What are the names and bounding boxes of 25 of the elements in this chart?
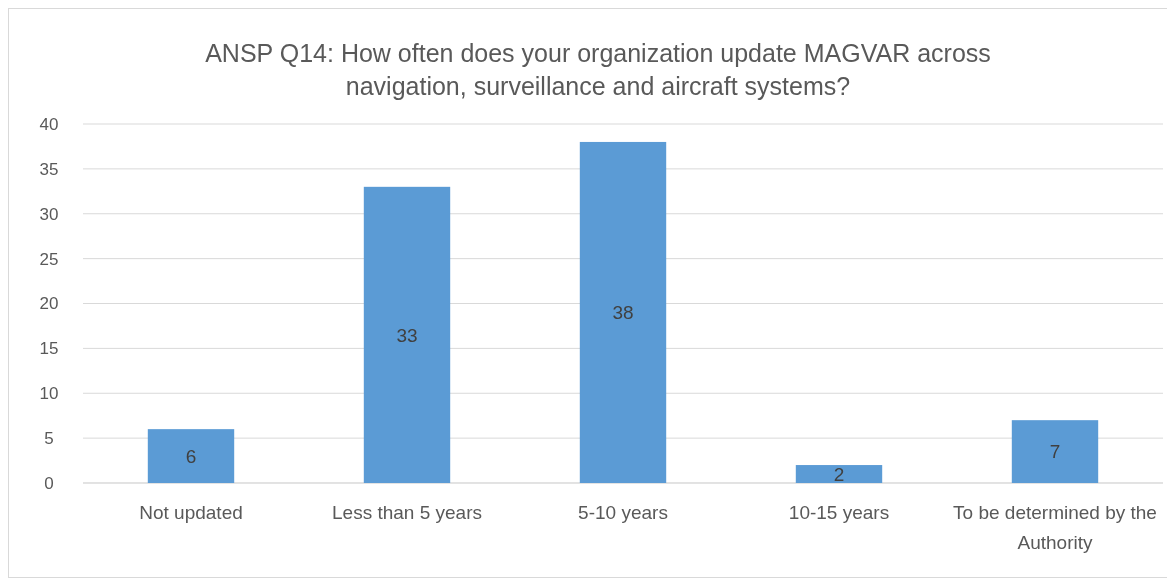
- bar: [795, 465, 883, 483]
- data-label: 2: [833, 463, 845, 485]
- data-label: 38: [612, 302, 634, 324]
- y-tick-label: 25: [39, 249, 59, 269]
- bar: [1011, 420, 1099, 483]
- y-tick-label: 35: [39, 159, 59, 179]
- x-tick-label: Not updated: [139, 502, 243, 523]
- bar: [579, 141, 667, 483]
- y-tick-label: 40: [39, 114, 59, 134]
- data-label: 7: [1049, 441, 1061, 463]
- x-tick-label: Less than 5 years: [332, 502, 482, 523]
- y-tick-label: 10: [39, 384, 59, 404]
- y-tick-label: 0: [44, 473, 54, 493]
- bar: [147, 429, 235, 483]
- x-tick-label: To be determined by the Authority: [953, 502, 1157, 553]
- y-tick-label: 5: [44, 429, 54, 449]
- y-tick-label: 15: [39, 339, 59, 359]
- data-label: 6: [185, 445, 197, 467]
- y-tick-label: 30: [39, 204, 59, 224]
- bar: [363, 186, 451, 483]
- y-tick-label: 20: [39, 294, 59, 314]
- data-label: 33: [396, 324, 418, 346]
- x-tick-label: 10-15 years: [788, 502, 890, 523]
- chart-title: ANSP Q14: How often does your organization update MAGVAR across navigation, surveillance and aircraft systems?: [205, 39, 991, 100]
- x-tick-label: 5-10 years: [578, 502, 668, 523]
